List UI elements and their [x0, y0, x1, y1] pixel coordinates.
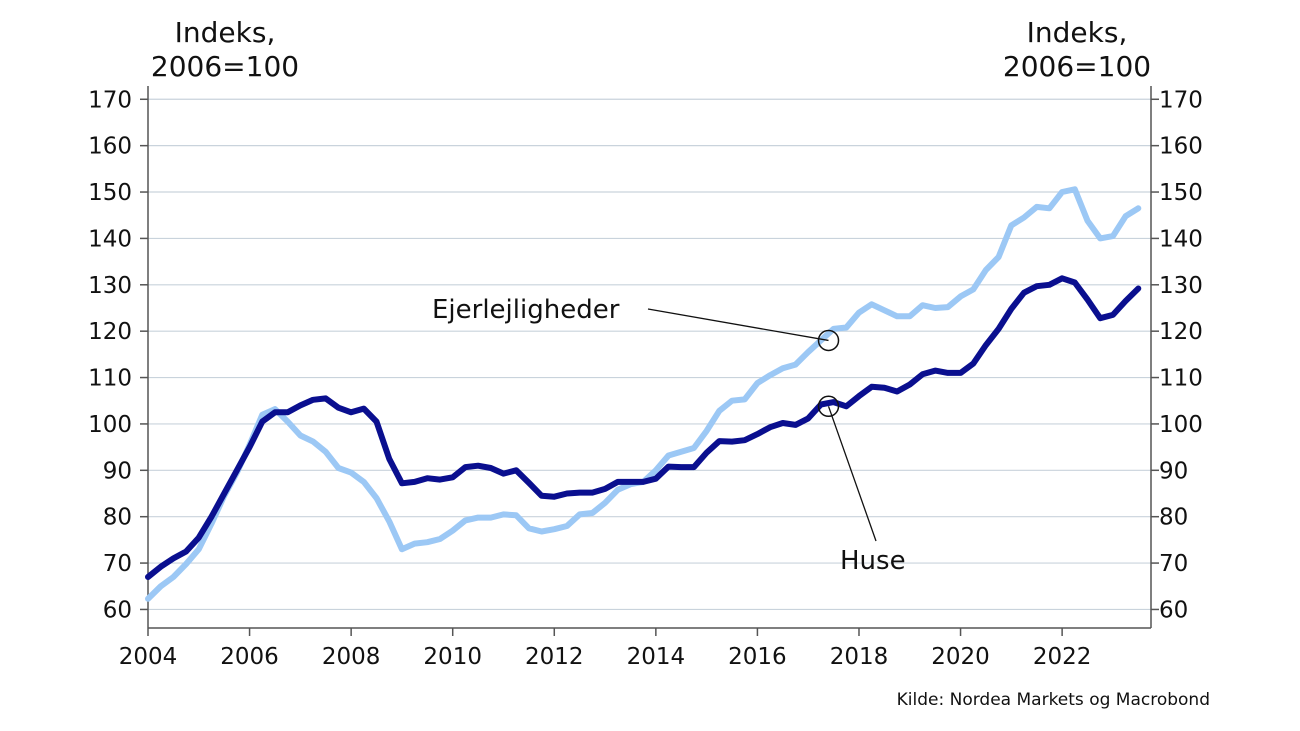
y-tick-label-left-80: 80: [103, 505, 132, 531]
y-tick-label-right-90: 90: [1159, 458, 1188, 484]
annotation-label-ejerlejligheder: Ejerlejligheder: [432, 295, 620, 325]
annotation-leader-huse: [827, 406, 877, 542]
y-tick-label-right-60: 60: [1159, 597, 1188, 623]
y-tick-label-left-110: 110: [88, 366, 132, 392]
y-tick-label-left-150: 150: [88, 180, 132, 206]
y-axis-title-left-line1: Indeks,: [174, 16, 276, 49]
y-tick-label-right-160: 160: [1159, 134, 1203, 160]
y-tick-label-left-170: 170: [88, 87, 132, 113]
y-tick-label-left-120: 120: [88, 319, 132, 345]
axes: [147, 86, 1152, 629]
x-tick-label-2020: 2020: [931, 644, 990, 670]
y-tick-label-right-120: 120: [1159, 319, 1203, 345]
x-tick-label-2016: 2016: [728, 644, 787, 670]
series-line-ejerlejligheder: [145, 186, 1142, 602]
x-tick-label-2004: 2004: [119, 644, 178, 670]
y-tick-label-right-130: 130: [1159, 273, 1203, 299]
annotation-circle-ejerlejligheder: [817, 329, 840, 352]
annotation-leader-ejerlejligheder: [647, 308, 829, 342]
y-tick-label-right-170: 170: [1159, 87, 1203, 113]
y-axis-title-right: Indeks, 2006=100: [992, 16, 1162, 84]
y-axis-title-left-line2: 2006=100: [150, 50, 300, 83]
y-tick-label-left-130: 130: [88, 273, 132, 299]
x-tick-label-2022: 2022: [1033, 644, 1092, 670]
y-tick-label-right-80: 80: [1159, 505, 1188, 531]
x-tick-label-2008: 2008: [322, 644, 381, 670]
gridlines: [148, 98, 1151, 611]
x-tick-label-2006: 2006: [220, 644, 279, 670]
source-note: Kilde: Nordea Markets og Macrobond: [896, 690, 1210, 710]
y-tick-label-left-90: 90: [103, 458, 132, 484]
y-tick-label-left-160: 160: [88, 134, 132, 160]
y-axis-title-right-line1: Indeks,: [1026, 16, 1128, 49]
x-tick-label-2014: 2014: [627, 644, 686, 670]
y-tick-label-right-110: 110: [1159, 366, 1203, 392]
y-axis-left-ticks: 60 70 80 90 100 110 120 130 140 150 160 170: [88, 87, 148, 623]
annotations: Ejerlejligheder Huse: [432, 295, 906, 576]
y-tick-label-right-70: 70: [1159, 551, 1188, 577]
annotation-circle-huse: [817, 395, 840, 418]
x-tick-label-2018: 2018: [830, 644, 889, 670]
x-tick-label-2012: 2012: [525, 644, 584, 670]
y-tick-label-left-140: 140: [88, 226, 132, 252]
x-tick-label-2010: 2010: [423, 644, 482, 670]
y-tick-label-left-60: 60: [103, 597, 132, 623]
annotation-label-huse: Huse: [840, 546, 906, 576]
y-tick-label-right-100: 100: [1159, 412, 1203, 438]
series-line-huse: [145, 275, 1142, 580]
y-tick-label-left-70: 70: [103, 551, 132, 577]
x-axis-ticks: 2004 2006 2008 2010 2012 2014 2016 2018 2020 2022: [119, 628, 1092, 670]
y-tick-label-right-140: 140: [1159, 226, 1203, 252]
series-lines: [145, 186, 1142, 602]
y-axis-title-left: Indeks, 2006=100: [140, 16, 310, 84]
y-axis-title-right-line2: 2006=100: [1002, 50, 1152, 83]
y-axis-right-ticks: 60 70 80 90 100 110 120 130 140 150 160 170: [1151, 87, 1203, 623]
y-tick-label-left-100: 100: [88, 412, 132, 438]
y-tick-label-right-150: 150: [1159, 180, 1203, 206]
